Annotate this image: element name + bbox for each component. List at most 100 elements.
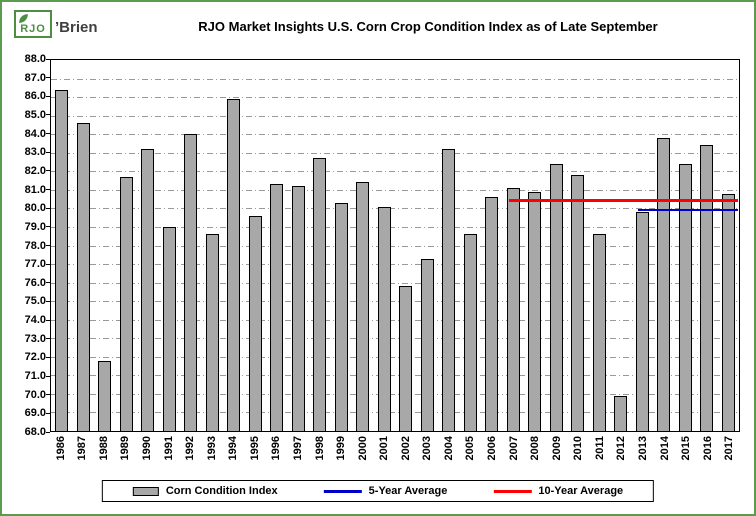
- bar-2009: [549, 163, 563, 431]
- bar-1998: [313, 158, 327, 431]
- y-tick-label: 80.0: [24, 202, 46, 215]
- bar-swatch-icon: [132, 486, 159, 496]
- x-axis: 1986 1987 1988 1989 1990 1991 1992 1993 1994 1995…: [50, 434, 740, 478]
- bar-1994: [227, 98, 241, 431]
- bar-2015: [678, 163, 692, 431]
- bar-1995: [248, 215, 262, 431]
- gridline: [51, 115, 739, 117]
- y-tick-label: 78.0: [24, 239, 46, 252]
- y-axis: 88.0 87.0 86.0 85.0 84.0 83.0 82.0 81.0 80.0 79.0…: [6, 53, 50, 438]
- bar-2001: [377, 206, 391, 431]
- y-tick-mark: [46, 114, 50, 116]
- x-tick-label-1989: 1989: [119, 436, 132, 461]
- gridline: [51, 134, 739, 136]
- bar-2013: [635, 212, 649, 431]
- y-tick-label: 73.0: [24, 332, 46, 345]
- gridline: [51, 412, 739, 414]
- x-tick-label-2011: 2011: [593, 436, 606, 460]
- bar-1993: [205, 234, 219, 431]
- logo-suffix: ’Brien: [55, 19, 98, 36]
- y-tick-mark: [46, 282, 50, 284]
- bar-1996: [270, 184, 284, 431]
- bar-2007: [506, 188, 520, 431]
- y-tick-label: 82.0: [24, 164, 46, 177]
- y-tick-label: 71.0: [24, 370, 46, 383]
- gridline: [51, 208, 739, 210]
- gridline: [51, 78, 739, 80]
- y-tick-mark: [46, 58, 50, 60]
- x-tick-label-2015: 2015: [680, 436, 693, 461]
- bar-1988: [98, 360, 112, 431]
- y-tick-mark: [46, 338, 50, 340]
- x-tick-label-2004: 2004: [442, 436, 455, 461]
- x-tick-label-1997: 1997: [291, 436, 304, 461]
- x-tick-label-2000: 2000: [356, 436, 369, 461]
- bar-2008: [528, 191, 542, 431]
- logo-box: RJO: [14, 10, 52, 38]
- bar-2000: [356, 182, 370, 431]
- x-tick-label-1994: 1994: [227, 436, 240, 461]
- x-tick-label-1998: 1998: [313, 436, 326, 461]
- y-tick-mark: [46, 412, 50, 414]
- x-tick-label-2016: 2016: [701, 436, 714, 461]
- y-tick-mark: [46, 394, 50, 396]
- y-tick-mark: [46, 319, 50, 321]
- bar-1999: [334, 202, 348, 431]
- legend-item-10-year-average: 10-Year Average: [493, 485, 623, 497]
- y-tick-mark: [46, 245, 50, 246]
- y-tick-mark: [46, 431, 50, 433]
- x-tick-label-2008: 2008: [529, 436, 542, 461]
- y-tick-mark: [46, 356, 50, 358]
- legend-item-5-year-average: 5-Year Average: [323, 485, 447, 497]
- y-tick-label: 87.0: [24, 71, 46, 84]
- bar-1991: [162, 226, 176, 431]
- gridline: [51, 338, 739, 340]
- bar-1986: [55, 89, 69, 431]
- y-tick-label: 72.0: [24, 351, 46, 364]
- y-tick-label: 77.0: [24, 258, 46, 271]
- y-tick-label: 70.0: [24, 388, 46, 401]
- gridline: [51, 319, 739, 321]
- x-tick-label-1987: 1987: [76, 436, 89, 461]
- x-tick-label-1999: 1999: [335, 436, 348, 461]
- x-tick-label-2014: 2014: [658, 436, 671, 461]
- x-tick-label-2003: 2003: [421, 436, 434, 461]
- y-tick-label: 88.0: [24, 53, 46, 65]
- legend: Corn Condition Index 5-Year Average 10-Y…: [101, 480, 655, 502]
- rjo-obrien-logo: RJO ’Brien: [14, 10, 98, 38]
- x-tick-label-2001: 2001: [378, 436, 391, 461]
- legend-label: 10-Year Average: [538, 485, 624, 497]
- y-tick-mark: [46, 170, 50, 172]
- x-tick-label-2002: 2002: [399, 436, 412, 461]
- bar-2014: [657, 137, 671, 431]
- y-tick-mark: [46, 133, 50, 135]
- y-tick-mark: [46, 226, 50, 228]
- x-tick-label-2017: 2017: [723, 436, 736, 461]
- y-tick-mark: [46, 300, 50, 302]
- y-tick-label: 76.0: [24, 276, 46, 289]
- y-tick-label: 69.0: [24, 407, 46, 420]
- leaf-icon: [19, 14, 28, 23]
- gridline: [51, 301, 739, 303]
- bar-1987: [76, 123, 90, 431]
- gridline: [51, 264, 739, 266]
- gridline: [51, 97, 739, 99]
- bar-1992: [184, 134, 198, 431]
- gridline: [51, 189, 739, 191]
- x-tick-label-2006: 2006: [486, 436, 499, 461]
- bar-2016: [700, 145, 714, 431]
- gridline: [51, 356, 739, 358]
- bar-1997: [291, 186, 305, 431]
- y-tick-label: 85.0: [24, 108, 46, 121]
- legend-label: Corn Condition Index: [165, 485, 278, 497]
- x-tick-label-1992: 1992: [184, 436, 197, 461]
- y-tick-mark: [46, 375, 50, 377]
- x-tick-label-1988: 1988: [97, 436, 110, 461]
- bar-2017: [721, 193, 735, 431]
- y-tick-mark: [46, 207, 50, 209]
- y-tick-label: 81.0: [24, 183, 46, 196]
- logo-text: RJO: [20, 23, 46, 35]
- plot-area: [50, 59, 740, 432]
- bar-2012: [614, 395, 628, 431]
